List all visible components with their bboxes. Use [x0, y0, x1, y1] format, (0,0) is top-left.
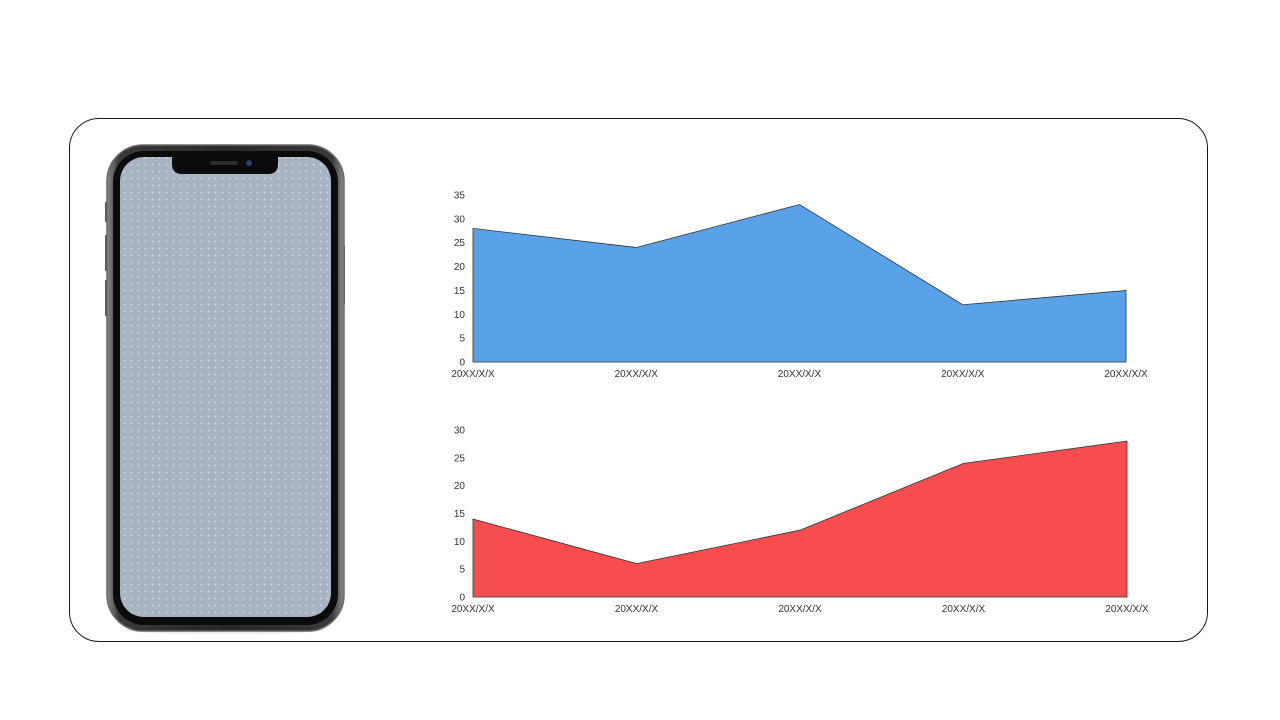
y-tick-label: 10	[454, 537, 466, 548]
x-tick-label: 20XX/X/X	[1105, 604, 1149, 615]
y-tick-label: 20	[454, 262, 466, 273]
x-tick-label: 20XX/X/X	[451, 604, 495, 615]
x-tick-label: 20XX/X/X	[451, 369, 495, 380]
y-tick-label: 15	[454, 509, 466, 520]
smartphone-mockup-icon	[105, 144, 345, 634]
area-chart-top: 0 5 10 15 20 25 30 35 20XX/X/X 20XX/X/X 20XX/X/X 20…	[451, 191, 1148, 381]
x-tick-label: 20XX/X/X	[778, 604, 822, 615]
y-tick-label: 30	[454, 214, 466, 225]
y-tick-label: 35	[454, 191, 466, 202]
x-tick-label: 20XX/X/X	[941, 369, 985, 380]
x-tick-label: 20XX/X/X	[942, 604, 986, 615]
x-tick-label: 20XX/X/X	[615, 604, 659, 615]
y-tick-label: 5	[459, 334, 465, 345]
y-tick-label: 0	[459, 593, 465, 604]
y-tick-label: 25	[454, 453, 466, 464]
y-tick-label: 30	[454, 426, 466, 437]
area-chart-bottom: 0 5 10 15 20 25 30 20XX/X/X 20XX/X/X 20XX/X/X 20XX…	[451, 426, 1149, 616]
y-tick-label: 25	[454, 238, 466, 249]
y-tick-label: 10	[454, 310, 466, 321]
x-tick-label: 20XX/X/X	[1104, 369, 1148, 380]
y-tick-label: 0	[459, 358, 465, 369]
x-tick-label: 20XX/X/X	[778, 369, 822, 380]
y-tick-label: 20	[454, 481, 466, 492]
area-series-1	[472, 204, 1127, 363]
x-tick-label: 20XX/X/X	[615, 369, 659, 380]
area-series-1	[472, 440, 1128, 598]
y-tick-label: 5	[459, 565, 465, 576]
y-tick-label: 15	[454, 286, 466, 297]
